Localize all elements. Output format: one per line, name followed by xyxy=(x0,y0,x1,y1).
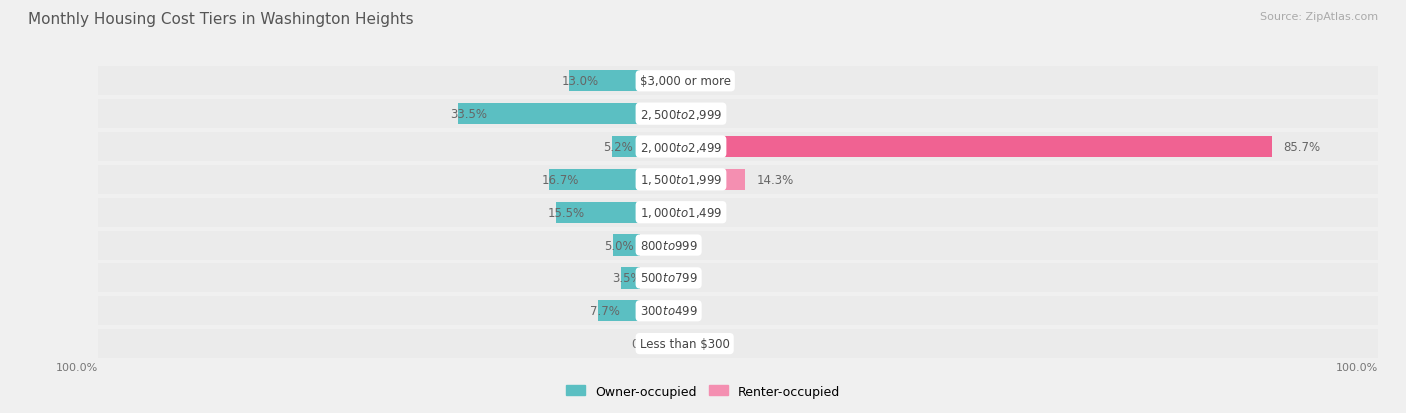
Text: 0.0%: 0.0% xyxy=(651,272,681,285)
Bar xyxy=(640,137,1272,158)
Bar xyxy=(640,137,1272,158)
Bar xyxy=(613,235,640,256)
Bar xyxy=(612,137,640,158)
Bar xyxy=(555,202,640,223)
Text: 0.0%: 0.0% xyxy=(651,206,681,219)
Text: 7.7%: 7.7% xyxy=(591,304,620,318)
Text: $300 to $499: $300 to $499 xyxy=(640,304,697,318)
Text: 5.2%: 5.2% xyxy=(603,141,633,154)
Text: 16.7%: 16.7% xyxy=(541,173,579,186)
Text: 100.0%: 100.0% xyxy=(1336,362,1378,372)
Text: 0.0%: 0.0% xyxy=(651,75,681,88)
Bar xyxy=(640,166,1378,195)
Text: 0.0%: 0.0% xyxy=(651,337,681,350)
Bar xyxy=(640,169,745,190)
Text: $1,000 to $1,499: $1,000 to $1,499 xyxy=(640,206,723,220)
Bar xyxy=(458,104,640,125)
Bar xyxy=(569,71,640,92)
Text: Less than $300: Less than $300 xyxy=(640,337,730,350)
Text: 13.0%: 13.0% xyxy=(561,75,599,88)
Bar xyxy=(640,264,1378,293)
Text: 5.0%: 5.0% xyxy=(605,239,634,252)
Bar xyxy=(98,67,640,96)
Bar xyxy=(98,264,640,293)
Text: $1,500 to $1,999: $1,500 to $1,999 xyxy=(640,173,723,187)
Bar xyxy=(640,133,1378,161)
Bar xyxy=(550,169,640,190)
Text: $800 to $999: $800 to $999 xyxy=(640,239,697,252)
Bar xyxy=(98,231,640,260)
Bar xyxy=(98,100,640,129)
Text: 0.0%: 0.0% xyxy=(651,108,681,121)
Bar xyxy=(98,166,640,195)
Text: $2,500 to $2,999: $2,500 to $2,999 xyxy=(640,107,723,121)
Bar xyxy=(598,300,640,322)
Bar xyxy=(640,297,1378,325)
Text: $2,000 to $2,499: $2,000 to $2,499 xyxy=(640,140,723,154)
Text: $3,000 or more: $3,000 or more xyxy=(640,75,731,88)
Bar xyxy=(640,100,1378,129)
Bar xyxy=(640,329,1378,358)
Text: 0.0%: 0.0% xyxy=(631,337,661,350)
Text: $500 to $799: $500 to $799 xyxy=(640,272,697,285)
Text: 33.5%: 33.5% xyxy=(450,108,488,121)
Bar xyxy=(98,198,640,227)
Bar xyxy=(640,198,1378,227)
Bar xyxy=(621,268,640,289)
Text: 100.0%: 100.0% xyxy=(56,362,98,372)
Text: 3.5%: 3.5% xyxy=(613,272,643,285)
Text: 15.5%: 15.5% xyxy=(548,206,585,219)
Bar xyxy=(640,231,1378,260)
Text: 0.0%: 0.0% xyxy=(651,239,681,252)
Text: 14.3%: 14.3% xyxy=(756,173,793,186)
Text: Monthly Housing Cost Tiers in Washington Heights: Monthly Housing Cost Tiers in Washington… xyxy=(28,12,413,27)
Text: Source: ZipAtlas.com: Source: ZipAtlas.com xyxy=(1260,12,1378,22)
Legend: Owner-occupied, Renter-occupied: Owner-occupied, Renter-occupied xyxy=(561,380,845,403)
Bar xyxy=(98,297,640,325)
Text: 85.7%: 85.7% xyxy=(1284,141,1320,154)
Bar xyxy=(98,329,640,358)
Bar xyxy=(640,67,1378,96)
Bar xyxy=(98,133,640,161)
Text: 0.0%: 0.0% xyxy=(651,304,681,318)
